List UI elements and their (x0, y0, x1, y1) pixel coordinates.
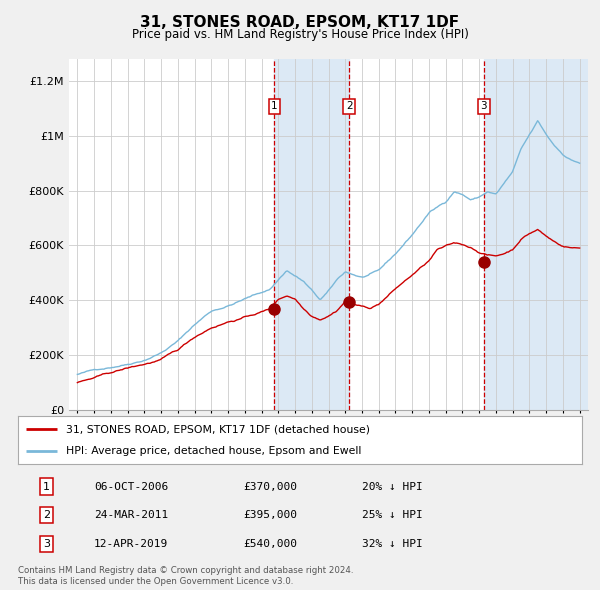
Text: £370,000: £370,000 (244, 481, 298, 491)
Text: 31, STONES ROAD, EPSOM, KT17 1DF (detached house): 31, STONES ROAD, EPSOM, KT17 1DF (detach… (66, 424, 370, 434)
Text: Price paid vs. HM Land Registry's House Price Index (HPI): Price paid vs. HM Land Registry's House … (131, 28, 469, 41)
Text: 06-OCT-2006: 06-OCT-2006 (94, 481, 169, 491)
Text: 24-MAR-2011: 24-MAR-2011 (94, 510, 169, 520)
Text: 25% ↓ HPI: 25% ↓ HPI (362, 510, 423, 520)
Text: 3: 3 (43, 539, 50, 549)
Text: £395,000: £395,000 (244, 510, 298, 520)
Text: Contains HM Land Registry data © Crown copyright and database right 2024.: Contains HM Land Registry data © Crown c… (18, 566, 353, 575)
Text: 2: 2 (346, 101, 352, 112)
Text: 3: 3 (481, 101, 487, 112)
Text: HPI: Average price, detached house, Epsom and Ewell: HPI: Average price, detached house, Epso… (66, 446, 361, 456)
Text: 1: 1 (43, 481, 50, 491)
Text: 32% ↓ HPI: 32% ↓ HPI (362, 539, 423, 549)
Text: This data is licensed under the Open Government Licence v3.0.: This data is licensed under the Open Gov… (18, 577, 293, 586)
Text: 31, STONES ROAD, EPSOM, KT17 1DF: 31, STONES ROAD, EPSOM, KT17 1DF (140, 15, 460, 30)
Bar (484, 59, 588, 410)
Bar (274, 59, 349, 410)
Text: 1: 1 (271, 101, 278, 112)
Text: £540,000: £540,000 (244, 539, 298, 549)
Text: 2: 2 (43, 510, 50, 520)
Text: 12-APR-2019: 12-APR-2019 (94, 539, 169, 549)
Text: 20% ↓ HPI: 20% ↓ HPI (362, 481, 423, 491)
